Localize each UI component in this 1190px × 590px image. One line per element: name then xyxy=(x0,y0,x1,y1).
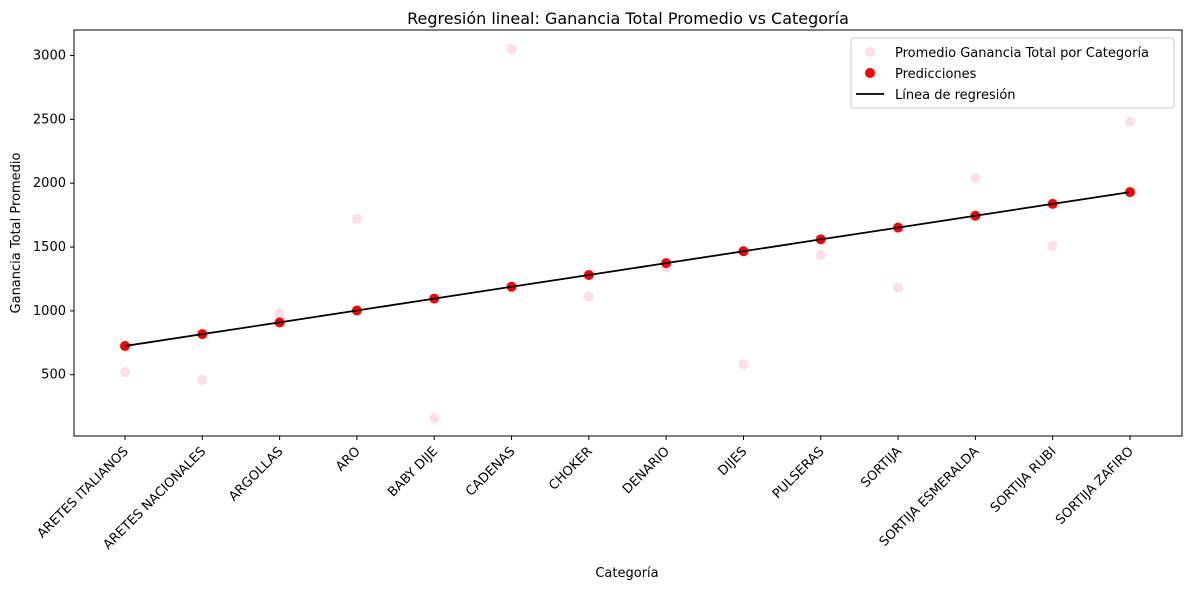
y-tick-label: 3000 xyxy=(33,49,66,64)
x-tick-label: DIJES xyxy=(716,444,751,479)
x-tick-label: PULSERAS xyxy=(770,444,828,502)
y-tick-label: 1000 xyxy=(33,304,66,319)
x-tick-label: BABY DIJE xyxy=(385,444,441,500)
data-point-promedio xyxy=(429,413,440,424)
legend-label-promedio: Promedio Ganancia Total por Categoría xyxy=(895,46,1149,61)
chart-title: Regresión lineal: Ganancia Total Promedi… xyxy=(407,9,849,28)
data-point-promedio xyxy=(197,374,208,385)
x-tick-label: ARO xyxy=(333,444,364,475)
x-tick-label: SORTIJA ZAFIRO xyxy=(1053,444,1137,528)
x-tick-label: CADENAS xyxy=(463,444,518,499)
x-axis-label: Categoría xyxy=(595,566,658,581)
legend-label-predicciones: Predicciones xyxy=(895,67,977,82)
x-tick-label: SORTIJA xyxy=(858,444,905,491)
x-tick-label: CHOKER xyxy=(546,444,595,493)
x-tick-label: ARGOLLAS xyxy=(226,444,286,504)
data-point-promedio xyxy=(738,359,749,370)
data-point-promedio xyxy=(120,367,130,378)
data-point-promedio xyxy=(351,213,362,224)
x-tick-label: DENARIO xyxy=(620,444,673,497)
y-axis: 500 1000 1500 2000 2500 3000 xyxy=(33,49,74,383)
legend-label-regresion: Línea de regresión xyxy=(895,88,1016,103)
data-point-promedio xyxy=(506,44,517,55)
legend: Promedio Ganancia Total por Categoría Pr… xyxy=(850,37,1175,109)
data-point-promedio xyxy=(970,173,981,184)
data-point-promedio xyxy=(815,249,826,260)
plot-frame xyxy=(73,29,1183,437)
data-point-promedio xyxy=(893,282,904,293)
y-tick-label: 2500 xyxy=(33,112,66,127)
data-point-promedio xyxy=(583,291,594,302)
y-tick-label: 1500 xyxy=(33,240,66,255)
y-axis-label: Ganancia Total Promedio xyxy=(9,152,24,313)
legend-box xyxy=(850,37,1175,109)
data-point-promedio xyxy=(1125,116,1135,127)
plot-area xyxy=(120,44,1135,424)
y-tick-label: 2000 xyxy=(33,176,66,191)
regression-line xyxy=(124,191,1131,347)
x-tick-label: SORTIJA RUBI xyxy=(988,444,1060,516)
legend-marker-predicciones xyxy=(865,68,875,78)
legend-marker-promedio xyxy=(865,47,875,57)
y-tick-label: 500 xyxy=(41,368,66,383)
data-point-promedio xyxy=(274,308,285,319)
data-point-promedio xyxy=(1047,240,1058,251)
